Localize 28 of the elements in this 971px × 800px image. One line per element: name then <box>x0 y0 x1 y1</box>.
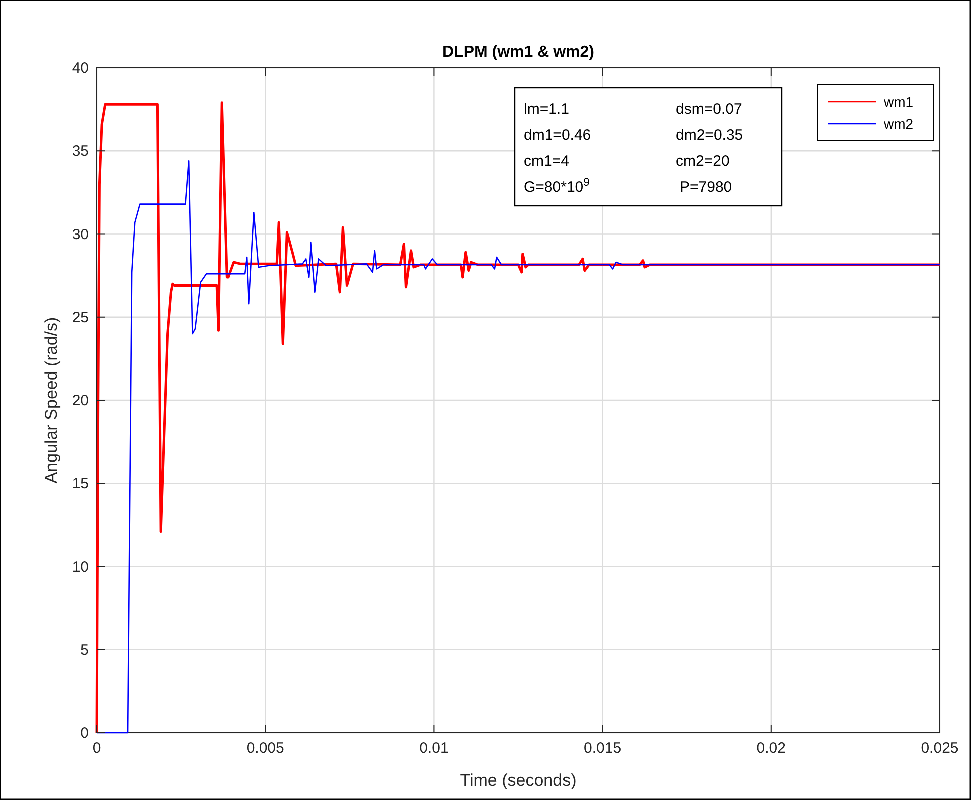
annotation: dsm=0.07 <box>676 101 742 118</box>
x-axis-title: Time (seconds) <box>460 771 577 790</box>
x-tick-label: 0.025 <box>921 740 959 757</box>
annotation: lm=1.1 <box>524 101 570 118</box>
y-tick-label: 20 <box>72 392 89 410</box>
chart-title: DLPM (wm1 & wm2) <box>442 44 595 61</box>
x-tick-label: 0.01 <box>420 740 449 757</box>
annotation: G=80*10$^{9}$ <box>524 177 590 196</box>
x-tick-label: 0 <box>92 740 102 757</box>
y-axis-title: Angular Speed (rad/s) <box>42 317 61 484</box>
y-tick-label: 25 <box>72 309 89 326</box>
y-tick-label: 30 <box>72 226 89 244</box>
y-tick-label: 10 <box>72 558 89 576</box>
legend-label: wm1 <box>883 94 914 110</box>
y-tick-label: 40 <box>72 60 89 77</box>
y-tick-label: 5 <box>80 642 89 659</box>
annotation: dm1=0.46 <box>524 127 592 144</box>
y-tick-label: 35 <box>72 143 89 160</box>
annotation: cm2=20 <box>676 153 730 170</box>
x-tick-label: 0.02 <box>756 740 786 757</box>
annotation: dm2=0.35 <box>676 127 744 144</box>
annotation: P=7980 <box>680 179 732 196</box>
x-tick-label: 0.005 <box>246 740 284 757</box>
y-tick-label: 15 <box>72 476 89 493</box>
y-tick-label: 0 <box>80 725 89 742</box>
legend-label: wm2 <box>883 116 914 132</box>
annotation: cm1=4 <box>524 153 570 170</box>
x-tick-label: 0.015 <box>584 740 622 757</box>
